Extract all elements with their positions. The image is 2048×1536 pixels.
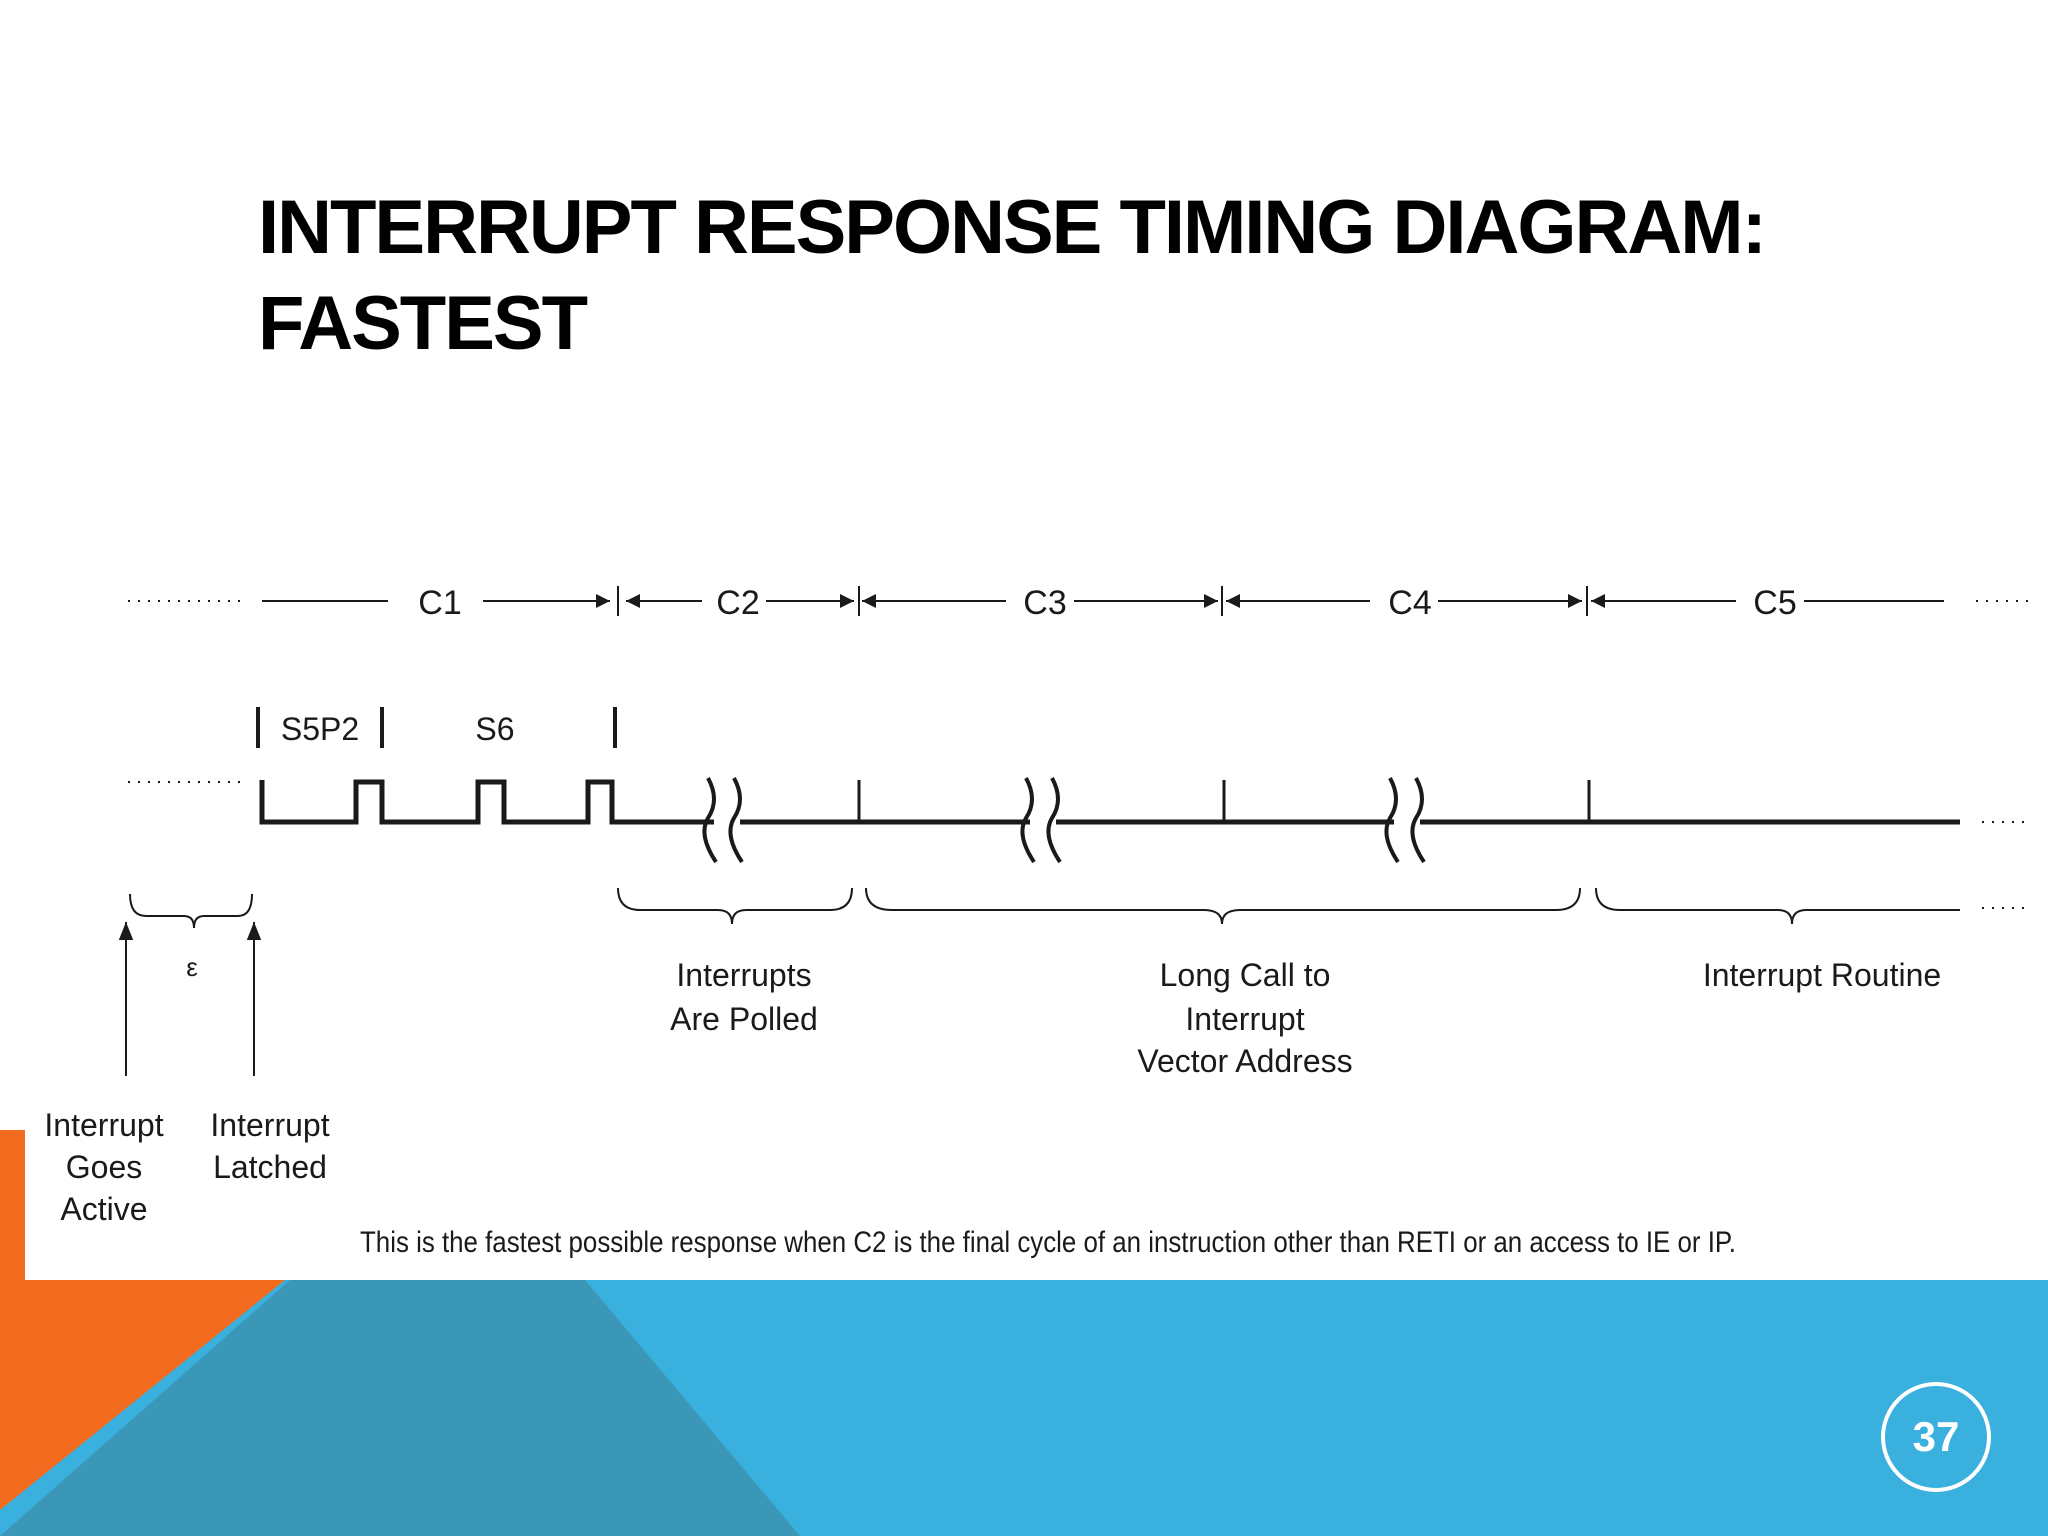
epsilon-brace <box>129 893 253 929</box>
long-call-label-line-1: Long Call to <box>1160 957 1331 993</box>
goes-active-label-line-2: Goes <box>66 1149 142 1185</box>
latched-label-line-2: Latched <box>213 1149 327 1185</box>
diagram-caption: This is the fastest possible response wh… <box>360 1226 1736 1259</box>
goes-active-label-line-3: Active <box>60 1191 147 1227</box>
polled-label-line-1: Interrupts <box>676 957 811 993</box>
orange-accent-front <box>0 1130 285 1510</box>
polled-label-line-2: Are Polled <box>670 1001 818 1037</box>
long-call-brace <box>865 887 1581 925</box>
clock-signal <box>259 779 714 825</box>
cycle-label-c1: C1 <box>418 584 461 622</box>
cycle-labels: C1 C2 C3 C4 C5 <box>418 584 1796 622</box>
latched-label-line-1: Interrupt <box>210 1107 329 1143</box>
cycle-label-c2: C2 <box>716 584 759 622</box>
state-labels: S5P2 S6 <box>281 711 515 747</box>
phase-labels: Interrupts Are Polled Long Call to Inter… <box>670 957 1941 1079</box>
time-break-3 <box>1384 777 1426 864</box>
page-number-badge: 37 <box>1881 1382 1991 1492</box>
state-label-s6: S6 <box>475 711 514 747</box>
slide-title-line-1: INTERRUPT RESPONSE TIMING DIAGRAM: <box>258 185 1767 270</box>
goes-active-label-line-1: Interrupt <box>44 1107 163 1143</box>
event-labels: Interrupt Goes Active Interrupt Latched <box>44 1107 329 1227</box>
long-call-label-line-2: Interrupt <box>1185 1001 1304 1037</box>
state-label-s5p2: S5P2 <box>281 711 359 747</box>
slide-title: INTERRUPT RESPONSE TIMING DIAGRAM: FASTE… <box>258 180 1858 372</box>
waveform <box>128 777 2030 864</box>
phase-braces <box>129 887 2030 929</box>
cycle-label-c5: C5 <box>1753 584 1796 622</box>
state-row <box>256 707 617 748</box>
routine-brace <box>1595 887 1960 925</box>
epsilon-label: ε <box>186 952 198 982</box>
cycle-label-c3: C3 <box>1023 584 1066 622</box>
teal-triangle <box>0 1280 800 1536</box>
polled-brace <box>617 887 853 925</box>
time-break-2 <box>1020 777 1062 864</box>
routine-label: Interrupt Routine <box>1703 957 1941 993</box>
event-arrows <box>118 922 262 1076</box>
slide-title-line-2: FASTEST <box>258 281 588 366</box>
time-break-1 <box>702 777 744 864</box>
long-call-label-line-3: Vector Address <box>1137 1043 1352 1079</box>
cycle-label-c4: C4 <box>1388 584 1431 622</box>
cycle-row <box>128 586 2030 616</box>
